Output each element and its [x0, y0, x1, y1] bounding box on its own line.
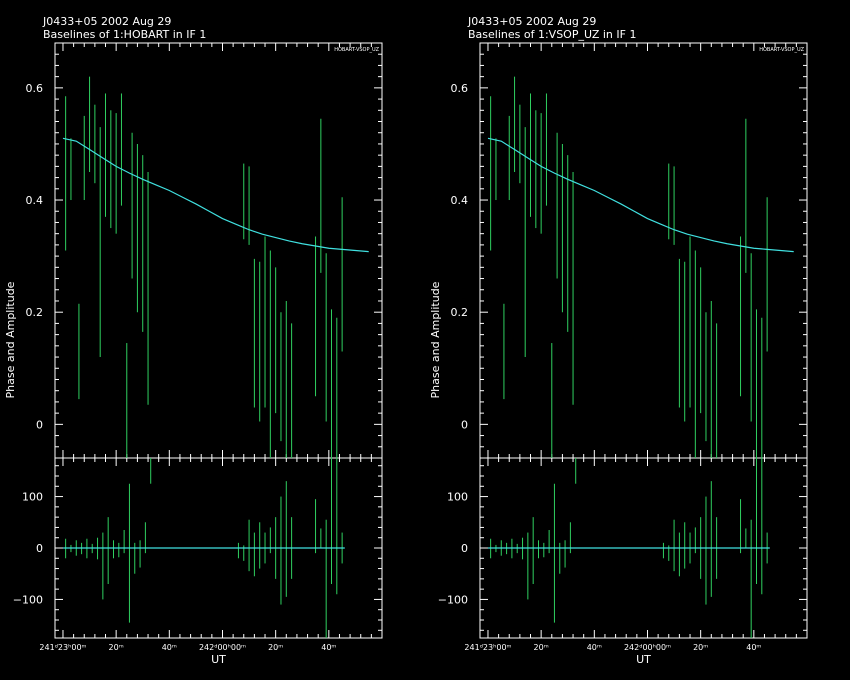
y-axis-label: Phase and Amplitude	[429, 281, 442, 398]
panel-title: J0433+05 2002 Aug 29	[42, 15, 171, 28]
panel-title: J0433+05 2002 Aug 29	[467, 15, 596, 28]
x-tick-label: 20ᵐ	[109, 643, 124, 652]
baseline-label: HOBART-VSOP_UZ	[334, 47, 379, 53]
amp-tick-label: 0	[36, 418, 43, 431]
y-axis-label: Phase and Amplitude	[4, 281, 17, 398]
amp-tick-label: 0.6	[26, 82, 44, 95]
phase-tick-label: −100	[438, 593, 468, 606]
amplitude-model-line	[487, 137, 794, 253]
phase-tick-label: 0	[36, 542, 43, 555]
x-axis-label: UT	[636, 653, 651, 666]
x-tick-label: 20ᵐ	[693, 643, 708, 652]
x-tick-label: 241ᵈ23ʰ00ᵐ	[39, 643, 86, 652]
x-axis-label: UT	[211, 653, 226, 666]
x-tick-label: 40ᵐ	[587, 643, 602, 652]
phase-tick-label: 100	[447, 491, 468, 504]
panel-subtitle: Baselines of 1:VSOP_UZ in IF 1	[468, 28, 636, 41]
amplitude-frame	[54, 42, 383, 459]
phase-tick-label: 100	[22, 491, 43, 504]
x-tick-label: 20ᵐ	[534, 643, 549, 652]
x-tick-label: 242ᵈ00ʰ00ᵐ	[624, 643, 671, 652]
x-tick-label: 40ᵐ	[746, 643, 761, 652]
x-tick-label: 241ᵈ23ʰ00ᵐ	[464, 643, 511, 652]
x-tick-label: 20ᵐ	[268, 643, 283, 652]
amplitude-model-line	[62, 137, 369, 253]
phase-tick-label: −100	[13, 593, 43, 606]
amp-tick-label: 0.6	[451, 82, 469, 95]
panel-subtitle: Baselines of 1:HOBART in IF 1	[43, 28, 206, 41]
x-tick-label: 242ᵈ00ʰ00ᵐ	[199, 643, 246, 652]
amp-tick-label: 0.2	[26, 306, 44, 319]
phase-tick-label: 0	[461, 542, 468, 555]
x-tick-label: 40ᵐ	[321, 643, 336, 652]
baseline-label: HOBART-VSOP_UZ	[759, 47, 804, 53]
amplitude-frame	[479, 42, 808, 459]
x-tick-label: 40ᵐ	[162, 643, 177, 652]
amp-tick-label: 0.4	[26, 194, 44, 207]
amp-tick-label: 0.4	[451, 194, 469, 207]
amp-tick-label: 0	[461, 418, 468, 431]
amp-tick-label: 0.2	[451, 306, 469, 319]
